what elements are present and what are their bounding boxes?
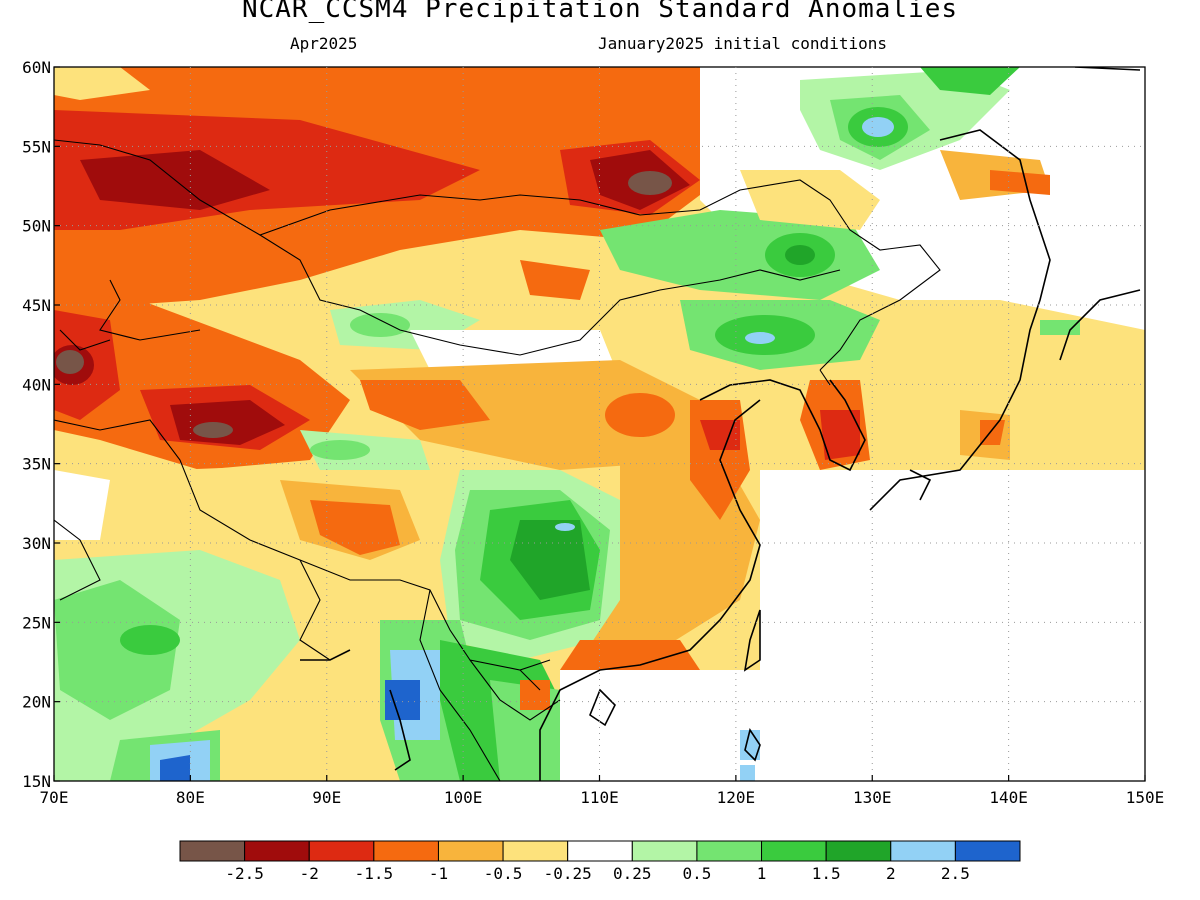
x-tick-label: 150E [1126,788,1165,807]
legend-swatch [567,840,633,862]
y-tick-label: 30N [22,534,51,553]
x-tick-label: 110E [580,788,619,807]
legend-swatch [373,840,439,862]
y-tick-label: 45N [22,296,51,315]
color-legend: -2.5 -2 -1.5 -1 -0.5 -0.25 0.25 0.5 1 1.5 2 2.5 [179,840,1021,883]
legend-swatch [179,840,246,862]
legend-swatch [308,840,375,862]
legend-label: 0.5 [682,864,711,883]
legend-label: 1.5 [812,864,841,883]
legend-swatch [890,840,956,862]
x-tick-label: 70E [40,788,69,807]
legend-label: -0.25 [544,864,592,883]
legend-label: 1 [757,864,767,883]
y-tick-label: 50N [22,217,51,236]
myanmar-wet [385,680,420,720]
y-tick-label: 40N [22,375,51,394]
legend-label: -2.5 [225,864,264,883]
legend-swatch [825,840,892,862]
map-title: NCAR_CCSM4 Precipitation Standard Anomal… [241,0,959,24]
legend-label: 0.25 [613,864,652,883]
legend-label: 2.5 [941,864,970,883]
legend-label: -1.5 [355,864,394,883]
x-tick-label: 80E [176,788,205,807]
legend-swatch [244,840,310,862]
legend-swatch [761,840,827,862]
initial-conditions: January2025 initial conditions [598,34,887,53]
y-tick-label: 55N [22,137,51,156]
legend-label: -2 [300,864,319,883]
y-tick-label: 20N [22,693,51,712]
forecast-month: Apr2025 [290,34,358,53]
kazakh-max [56,350,84,374]
anomaly-field [54,67,1145,781]
y-tick-label: 25N [22,613,51,632]
x-tick-label: 140E [989,788,1028,807]
legend-swatch [954,840,1021,862]
legend-label: 2 [886,864,896,883]
legend-label: -1 [429,864,448,883]
legend-swatch [437,840,504,862]
axis-ticks: 70E 80E 90E 100E 110E 120E 130E 140E 150E 60N 55N 5… [22,58,1164,807]
baikal-max [628,171,672,195]
korea-dry [820,410,860,460]
y-tick-label: 15N [22,772,51,791]
legend-swatch [502,840,569,862]
legend-swatch [631,840,698,862]
legend-swatch [696,840,763,862]
legend-label: -0.5 [484,864,523,883]
y-tick-label: 35N [22,455,51,474]
x-tick-label: 90E [312,788,341,807]
x-tick-label: 130E [853,788,892,807]
northeast-mongolia-wet [862,117,894,137]
y-tick-label: 60N [22,58,51,77]
tarim-max [193,422,233,438]
graticule [54,67,1145,781]
x-tick-label: 120E [717,788,756,807]
x-tick-label: 100E [444,788,483,807]
